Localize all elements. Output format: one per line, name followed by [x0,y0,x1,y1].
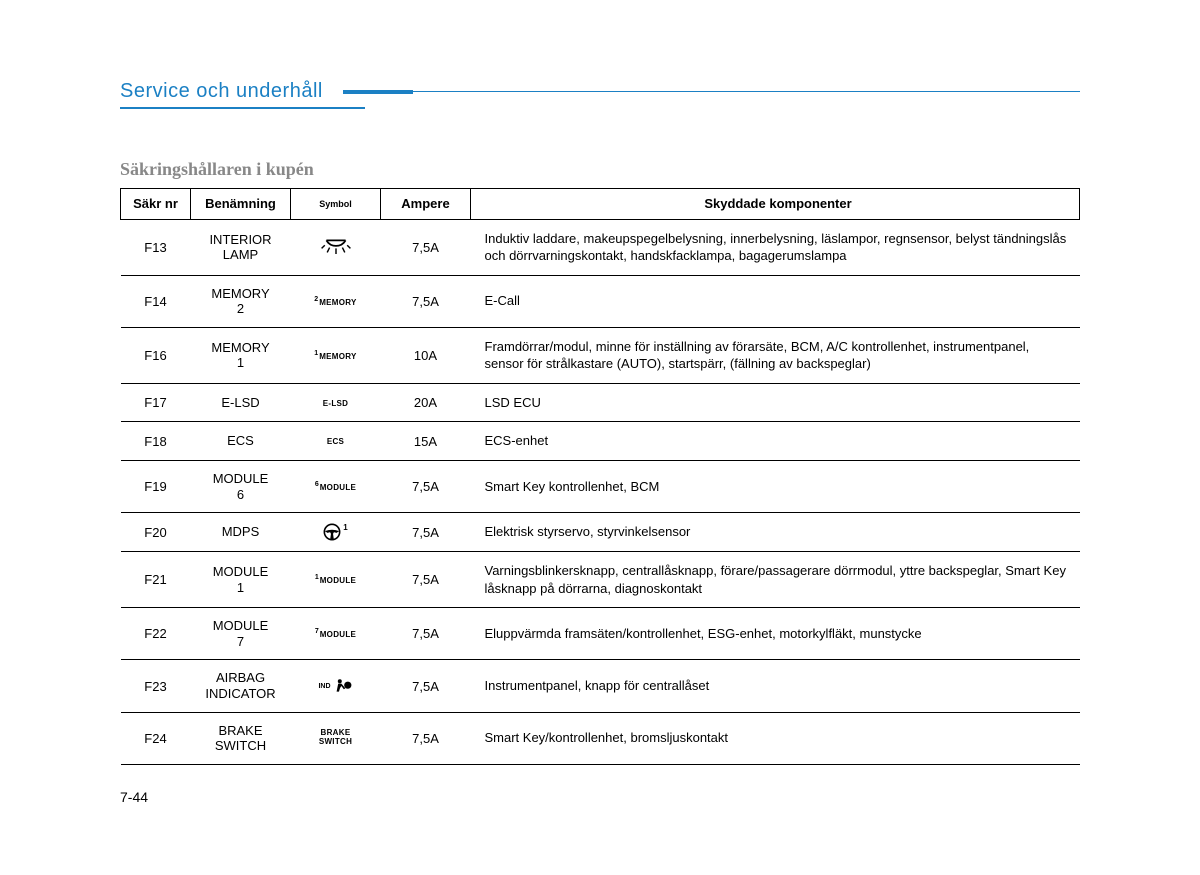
cell-symbol [291,219,381,275]
cell-desc: Smart Key kontrollenhet, BCM [471,461,1080,513]
cell-name: INTERIORLAMP [191,219,291,275]
cell-name: MEMORY1 [191,327,291,383]
cell-symbol: 6MODULE [291,461,381,513]
cell-symbol: 1MEMORY [291,327,381,383]
col-header-symbol: Symbol [291,189,381,220]
table-row: F24BRAKESWITCHBRAKESWITCH7,5ASmart Key/k… [121,712,1080,764]
cell-name: MODULE7 [191,608,291,660]
header-title: Service och underhåll [120,80,343,103]
table-row: F23AIRBAGINDICATORIND7,5AInstrumentpanel… [121,660,1080,712]
cell-fuse: F24 [121,712,191,764]
col-header-name: Benämning [191,189,291,220]
cell-name: MDPS [191,513,291,552]
cell-symbol: BRAKESWITCH [291,712,381,764]
table-row: F18ECSECS15AECS-enhet [121,422,1080,461]
table-row: F17E-LSDE-LSD20ALSD ECU [121,383,1080,422]
cell-fuse: F21 [121,552,191,608]
airbag-icon [333,678,353,694]
section-subtitle: Säkringshållaren i kupén [120,159,1080,180]
cell-amp: 7,5A [381,660,471,712]
cell-desc: Varningsblinkersknapp, centrallåsknapp, … [471,552,1080,608]
table-row: F20MDPS17,5AElektrisk styrservo, styrvin… [121,513,1080,552]
header-title-row: Service och underhåll [120,80,1080,103]
cell-desc: E-Call [471,275,1080,327]
cell-amp: 10A [381,327,471,383]
header-underline [120,107,365,109]
cell-fuse: F23 [121,660,191,712]
cell-desc: Elektrisk styrservo, styrvinkelsensor [471,513,1080,552]
cell-name: AIRBAGINDICATOR [191,660,291,712]
cell-amp: 7,5A [381,552,471,608]
cell-desc: Eluppvärmda framsäten/kontrollenhet, ESG… [471,608,1080,660]
cell-symbol: 2MEMORY [291,275,381,327]
cell-amp: 7,5A [381,461,471,513]
cell-fuse: F14 [121,275,191,327]
cell-name: BRAKESWITCH [191,712,291,764]
page-header: Service och underhåll [120,80,1080,109]
cell-desc: Framdörrar/modul, minne för inställning … [471,327,1080,383]
col-header-amp: Ampere [381,189,471,220]
cell-symbol: 1 [291,513,381,552]
cell-amp: 7,5A [381,219,471,275]
table-row: F21MODULE11MODULE7,5AVarningsblinkerskna… [121,552,1080,608]
cell-desc: Smart Key/kontrollenhet, bromsljuskontak… [471,712,1080,764]
cell-fuse: F22 [121,608,191,660]
cell-fuse: F13 [121,219,191,275]
header-rule [343,90,1080,94]
cell-fuse: F17 [121,383,191,422]
page-number: 7-44 [120,789,1080,805]
col-header-fuse: Säkr nr [121,189,191,220]
table-header-row: Säkr nr Benämning Symbol Ampere Skyddade… [121,189,1080,220]
cell-amp: 7,5A [381,275,471,327]
cell-amp: 20A [381,383,471,422]
cell-name: ECS [191,422,291,461]
cell-symbol: 7MODULE [291,608,381,660]
cell-fuse: F16 [121,327,191,383]
cell-name: MEMORY2 [191,275,291,327]
cell-symbol: E-LSD [291,383,381,422]
steering-wheel-icon [323,523,341,541]
cell-name: MODULE6 [191,461,291,513]
table-row: F19MODULE66MODULE7,5ASmart Key kontrolle… [121,461,1080,513]
cell-desc: ECS-enhet [471,422,1080,461]
cell-desc: Instrumentpanel, knapp för centrallåset [471,660,1080,712]
cell-symbol: 1MODULE [291,552,381,608]
cell-symbol: IND [291,660,381,712]
fuse-table: Säkr nr Benämning Symbol Ampere Skyddade… [120,188,1080,765]
cell-fuse: F20 [121,513,191,552]
cell-desc: LSD ECU [471,383,1080,422]
cell-desc: Induktiv laddare, makeupspegelbelysning,… [471,219,1080,275]
col-header-desc: Skyddade komponenter [471,189,1080,220]
cell-name: MODULE1 [191,552,291,608]
cell-amp: 7,5A [381,712,471,764]
cell-name: E-LSD [191,383,291,422]
table-row: F13INTERIORLAMP 7,5AInduktiv laddare, mak… [121,219,1080,275]
cell-amp: 7,5A [381,608,471,660]
table-row: F16MEMORY11MEMORY10AFramdörrar/modul, mi… [121,327,1080,383]
interior-lamp-icon [320,237,352,255]
table-row: F14MEMORY22MEMORY7,5AE-Call [121,275,1080,327]
cell-fuse: F18 [121,422,191,461]
cell-symbol: ECS [291,422,381,461]
table-row: F22MODULE77MODULE7,5AEluppvärmda framsät… [121,608,1080,660]
cell-amp: 7,5A [381,513,471,552]
cell-fuse: F19 [121,461,191,513]
cell-amp: 15A [381,422,471,461]
